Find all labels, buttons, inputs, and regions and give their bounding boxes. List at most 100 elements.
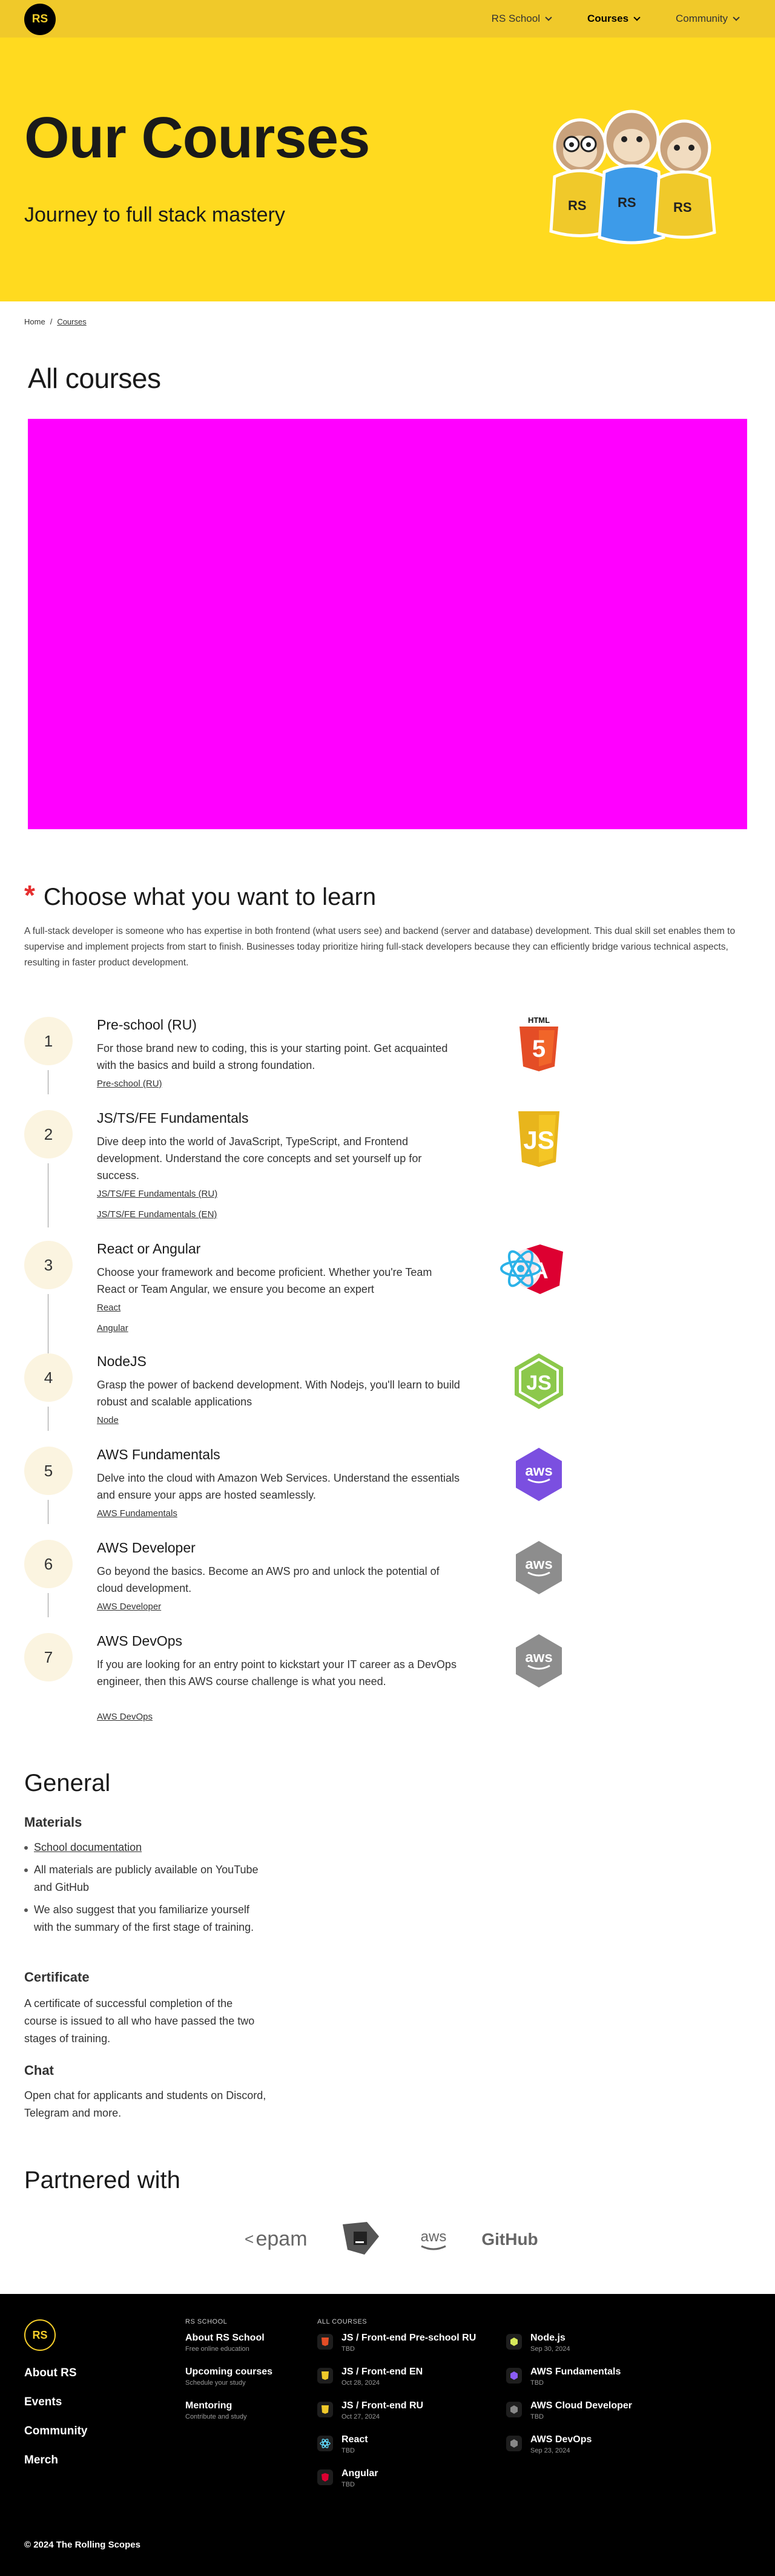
- course-link[interactable]: AWS DevOps: [97, 1712, 153, 1722]
- jetbrains-logo[interactable]: [337, 2218, 385, 2261]
- certificate-text: A certificate of successful completion o…: [24, 1997, 255, 2045]
- footer-course-item[interactable]: Node.js Sep 30, 2024: [506, 2333, 570, 2353]
- step-number: 7: [24, 1633, 73, 1681]
- footer-course-item[interactable]: AWS DevOps Sep 23, 2024: [506, 2434, 592, 2454]
- footer-link-upcoming-courses[interactable]: Upcoming courses Schedule your study: [185, 2367, 306, 2387]
- course-link[interactable]: Pre-school (RU): [97, 1079, 162, 1089]
- footer-link-events[interactable]: Events: [24, 2396, 62, 2408]
- step-number: 3: [24, 1241, 73, 1289]
- course-title: AWS Fundamentals: [97, 1447, 220, 1462]
- nav-label: Community: [676, 13, 728, 24]
- svg-text:<: <: [245, 2230, 254, 2248]
- course-title: AWS Cloud Developer: [530, 2400, 633, 2411]
- breadcrumb-separator: /: [50, 317, 53, 326]
- nav-community[interactable]: Community: [676, 13, 740, 25]
- course-title: React or Angular: [97, 1241, 201, 1257]
- footer-link-mentoring[interactable]: Mentoring Contribute and study: [185, 2400, 306, 2420]
- course-link[interactable]: AWS Developer: [97, 1602, 162, 1612]
- svg-text:aws: aws: [525, 1463, 552, 1479]
- course-link[interactable]: Angular: [97, 1323, 128, 1333]
- partners-logos: epam < aws GitHub: [242, 2215, 546, 2264]
- course-title: Pre-school (RU): [97, 1017, 197, 1033]
- nav-label: RS School: [491, 13, 540, 24]
- footer-link-about-rs[interactable]: About RS: [24, 2367, 77, 2379]
- aws-logo[interactable]: aws: [409, 2224, 458, 2255]
- course-item: 5 AWS Fundamentals Delve into the cloud …: [24, 1447, 727, 1525]
- course-title: AWS Developer: [97, 1540, 196, 1556]
- course-description: Delve into the cloud with Amazon Web Ser…: [97, 1472, 460, 1501]
- svg-text:GitHub: GitHub: [481, 2230, 538, 2249]
- link-subtitle: Schedule your study: [185, 2379, 246, 2387]
- svg-text:HTML: HTML: [528, 1016, 550, 1025]
- svg-text:RS: RS: [568, 198, 587, 213]
- hero-subtitle: Journey to full stack mastery: [24, 203, 285, 226]
- school-documentation-link[interactable]: School documentation: [34, 1841, 142, 1853]
- sloth-mascots-image: RS RS RS: [549, 110, 716, 245]
- footer-link-merch[interactable]: Merch: [24, 2454, 58, 2466]
- footer-course-item[interactable]: JS / Front-end RU Oct 27, 2024: [317, 2400, 423, 2420]
- footer-course-item[interactable]: AWS Fundamentals TBD: [506, 2367, 621, 2387]
- svg-text:RS: RS: [618, 195, 636, 210]
- course-date: Sep 30, 2024: [530, 2345, 570, 2353]
- svg-text:aws: aws: [525, 1556, 552, 1572]
- course-description: Choose your framework and become profici…: [97, 1266, 432, 1295]
- footer-logo[interactable]: RS: [24, 2319, 56, 2351]
- rs-school-column-heading: RS SCHOOL: [185, 2318, 228, 2325]
- general-heading: General: [24, 1770, 111, 1796]
- aws-icon: [506, 2368, 522, 2384]
- course-date: TBD: [530, 2413, 544, 2420]
- course-description: If you are looking for an entry point to…: [97, 1658, 457, 1687]
- svg-text:epam: epam: [256, 2227, 307, 2250]
- course-title: AWS DevOps: [97, 1633, 183, 1649]
- footer-course-item[interactable]: JS / Front-end EN Oct 28, 2024: [317, 2367, 423, 2387]
- footer-course-item[interactable]: JS / Front-end Pre-school RU TBD: [317, 2333, 476, 2353]
- react-icon: [317, 2436, 333, 2451]
- svg-text:RS: RS: [673, 200, 692, 215]
- footer: RS About RS Events Community Merch RS SC…: [0, 2294, 775, 2576]
- react-angular-icon: A: [500, 1244, 563, 1294]
- course-link[interactable]: Node: [97, 1415, 119, 1425]
- svg-text:JS: JS: [523, 1126, 554, 1154]
- course-link[interactable]: AWS Fundamentals: [97, 1508, 177, 1519]
- footer-link-about-rs-school[interactable]: About RS School Free online education: [185, 2333, 306, 2353]
- course-item: 3 React or Angular Choose your framework…: [24, 1241, 727, 1357]
- course-title: NodeJS: [97, 1353, 147, 1369]
- course-item: 4 NodeJS Grasp the power of backend deve…: [24, 1353, 727, 1432]
- course-title: JS/TS/FE Fundamentals: [97, 1110, 249, 1126]
- footer-course-item[interactable]: AWS Cloud Developer TBD: [506, 2400, 632, 2420]
- nav-label: Courses: [587, 13, 629, 24]
- nav-rs-school[interactable]: RS School: [491, 13, 552, 25]
- github-logo[interactable]: GitHub: [473, 2224, 546, 2255]
- course-title: AWS Fundamentals: [530, 2367, 621, 2377]
- link-title: Upcoming courses: [185, 2367, 273, 2377]
- breadcrumb-current[interactable]: Courses: [57, 317, 87, 326]
- aws-fundamentals-icon: aws: [516, 1448, 562, 1501]
- footer-link-community[interactable]: Community: [24, 2425, 88, 2437]
- course-title: JS / Front-end Pre-school RU: [341, 2333, 477, 2343]
- partners-heading: Partnered with: [24, 2167, 180, 2193]
- choose-heading-text: Choose what you want to learn: [43, 884, 377, 910]
- step-number: 2: [24, 1110, 73, 1158]
- course-date: TBD: [341, 2447, 355, 2454]
- course-link[interactable]: JS/TS/FE Fundamentals (RU): [97, 1189, 218, 1199]
- hero-banner: Our Courses Journey to full stack master…: [0, 38, 775, 301]
- nav-courses[interactable]: Courses: [587, 13, 641, 25]
- link-subtitle: Free online education: [185, 2345, 249, 2353]
- top-navbar: RS RS School Courses Community: [0, 0, 775, 38]
- rs-logo[interactable]: RS: [24, 4, 56, 35]
- chevron-down-icon: [545, 14, 552, 21]
- course-link[interactable]: JS/TS/FE Fundamentals (EN): [97, 1209, 217, 1220]
- course-item: 2 JS/TS/FE Fundamentals Dive deep into t…: [24, 1110, 727, 1229]
- course-link[interactable]: React: [97, 1303, 121, 1313]
- footer-course-item[interactable]: Angular TBD: [317, 2468, 378, 2488]
- course-date: TBD: [341, 2481, 355, 2488]
- epam-logo[interactable]: epam <: [242, 2221, 321, 2258]
- course-item: 7 AWS DevOps If you are looking for an e…: [24, 1633, 727, 1730]
- choose-heading: * Choose what you want to learn: [24, 879, 376, 912]
- breadcrumb-home[interactable]: Home: [24, 317, 45, 326]
- course-date: TBD: [530, 2379, 544, 2387]
- video-embed[interactable]: [28, 419, 747, 829]
- all-courses-column-heading: ALL COURSES: [317, 2318, 368, 2325]
- footer-course-item[interactable]: React TBD: [317, 2434, 368, 2454]
- main-nav: RS School Courses Community: [491, 0, 740, 38]
